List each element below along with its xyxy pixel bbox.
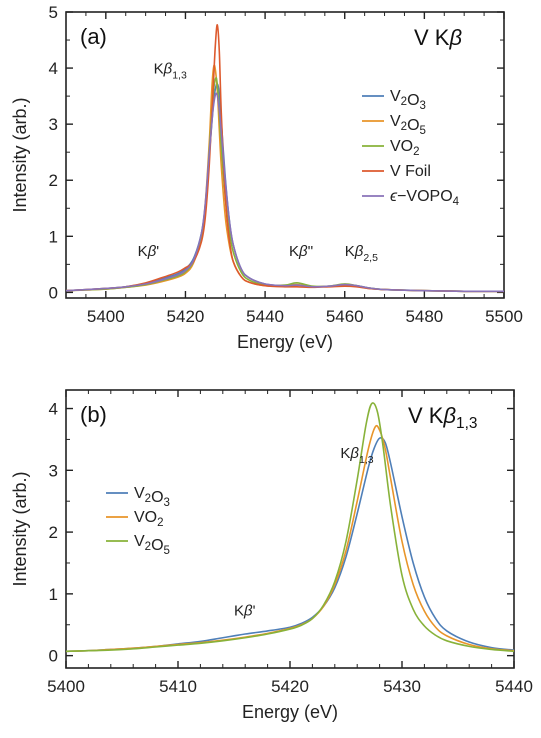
y-tick-label: 4 (49, 400, 58, 419)
x-tick-label: 5420 (167, 307, 205, 326)
y-tick-label: 2 (49, 171, 58, 190)
peak-annotation: Kβ'' (289, 243, 313, 260)
legend-entry: V Foil (390, 163, 431, 180)
panel-b: 0 1 2 3 4 5400 5410 5420 5430 5440 (b) V Kβ1,3 E… (10, 389, 533, 722)
panel-b-series (65, 402, 515, 653)
x-tick-label: 5440 (246, 307, 284, 326)
x-tick-label: 5500 (485, 307, 523, 326)
x-tick-label: 5480 (405, 307, 443, 326)
panel-a: 0 1 2 3 4 5 5400 5420 5440 5460 5480 5500 (a) V Kβ… (10, 3, 523, 352)
y-tick-label: 1 (49, 585, 58, 604)
panel-b-y-axis-label: Intensity (arb.) (10, 471, 30, 586)
peak-annotation: Kβ' (234, 602, 256, 619)
panel-b-x-axis-label: Energy (eV) (242, 702, 338, 722)
panel-b-y-ticks: 0 1 2 3 4 (49, 400, 514, 666)
x-tick-label: 5410 (159, 677, 197, 696)
x-tick-label: 5430 (383, 677, 421, 696)
legend-entry: V2O3 (390, 88, 426, 112)
x-tick-label: 5460 (326, 307, 364, 326)
y-tick-label: 3 (49, 461, 58, 480)
panel-a-label: (a) (80, 24, 107, 49)
panel-a-y-ticks: 0 1 2 3 4 5 (49, 3, 504, 302)
legend-entry: V2O3 (134, 485, 170, 509)
peak-annotation: Kβ2,5 (345, 243, 378, 264)
peak-annotation: Kβ1,3 (340, 445, 373, 466)
panel-a-title: V Kβ (414, 25, 462, 50)
legend-entry: V2O5 (134, 533, 170, 557)
peak-annotation: Kβ1,3 (154, 61, 187, 82)
panel-b-annotations: Kβ1,3 Kβ' (234, 445, 374, 620)
panel-b-x-ticks: 5400 5410 5420 5430 5440 (47, 390, 533, 696)
legend-entry: ϵ−VOPO4 (390, 188, 460, 208)
series-line-3 (65, 402, 515, 653)
panel-a-y-axis-label: Intensity (arb.) (10, 97, 30, 212)
y-tick-label: 3 (49, 115, 58, 134)
panel-b-frame (65, 389, 515, 669)
legend-entry: VO2 (134, 509, 164, 529)
y-tick-label: 0 (49, 647, 58, 666)
x-tick-label: 5420 (271, 677, 309, 696)
legend-entry: VO2 (390, 138, 420, 158)
series-line-3 (65, 77, 505, 293)
peak-annotation: Kβ' (138, 243, 160, 260)
series-line-5 (65, 92, 505, 293)
panel-a-x-axis-label: Energy (eV) (237, 332, 333, 352)
x-tick-label: 5440 (495, 677, 533, 696)
series-line-2 (65, 64, 505, 293)
panel-a-annotations: Kβ1,3 Kβ' Kβ'' Kβ2,5 (138, 61, 378, 264)
panel-a-frame (65, 11, 505, 299)
panel-a-x-ticks: 5400 5420 5440 5460 5480 5500 (65, 12, 523, 326)
y-tick-label: 0 (49, 283, 58, 302)
x-tick-label: 5400 (87, 307, 125, 326)
legend-entry: V2O5 (390, 113, 426, 137)
panel-b-label: (b) (80, 402, 107, 427)
y-tick-label: 5 (49, 3, 58, 22)
y-tick-label: 1 (49, 227, 58, 246)
series-line-4 (65, 24, 505, 293)
x-tick-label: 5400 (47, 677, 85, 696)
y-tick-label: 2 (49, 523, 58, 542)
y-tick-label: 4 (49, 59, 58, 78)
panel-b-title: V Kβ1,3 (408, 403, 477, 432)
panel-a-series (65, 24, 505, 293)
